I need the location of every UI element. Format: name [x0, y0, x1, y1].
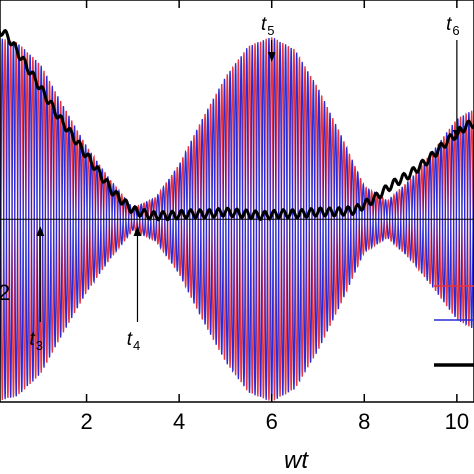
x-tick-label: 8	[358, 409, 370, 434]
x-tick-label: 2	[80, 409, 92, 434]
annotation-label: t5	[261, 14, 275, 38]
annotation-arrowhead	[267, 52, 276, 62]
x-ticks: 2 4 6 8 10	[80, 0, 469, 434]
edge-label-fragment: 2	[0, 280, 10, 305]
x-tick-label: 10	[445, 409, 469, 434]
annotation-arrowhead	[133, 226, 142, 236]
series-layer	[0, 28, 474, 402]
x-tick-label: 6	[266, 409, 278, 434]
annotation-arrowhead	[36, 226, 45, 236]
annotation-label: t4	[127, 329, 141, 353]
x-axis-label: wt	[284, 447, 309, 474]
annotation-arrowhead	[452, 130, 461, 140]
axes-frame	[0, 0, 474, 403]
annotation-label: t6	[446, 14, 460, 38]
x-tick-label: 4	[173, 409, 185, 434]
series-line-3	[0, 28, 474, 222]
series-line-2	[0, 37, 474, 402]
legend	[434, 285, 474, 367]
